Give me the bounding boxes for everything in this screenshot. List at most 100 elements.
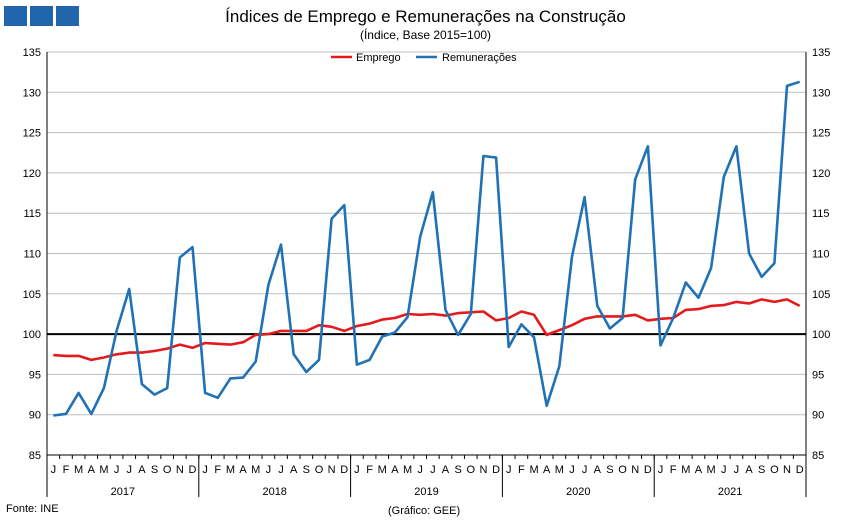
logo-square [56,6,79,26]
x-tick-label-month: A [442,464,450,476]
x-tick-label-year: 2017 [111,486,135,498]
axes [46,52,807,497]
x-tick-label-month: J [114,464,120,476]
x-tick-label-month: J [582,464,588,476]
x-tick-label-month: M [403,464,412,476]
y-tick-label-right: 100 [812,329,830,341]
x-tick-label-year: 2019 [414,486,438,498]
x-tick-label-month: A [138,464,146,476]
x-tick-label-month: O [770,464,779,476]
x-tick-label-month: O [315,464,324,476]
x-tick-label-month: A [239,464,247,476]
x-tick-label-month: D [796,464,804,476]
logo-square [30,6,53,26]
y-tick-label-right: 90 [812,410,824,422]
x-tick-label-month: A [391,464,399,476]
x-tick-label-month: M [74,464,83,476]
x-tick-label-month: J [354,464,360,476]
y-tick-label-right: 110 [812,249,830,261]
x-tick-label-month: F [214,464,221,476]
x-tick-label-month: M [378,464,387,476]
x-tick-label-month: D [340,464,348,476]
x-tick-label-month: O [618,464,627,476]
x-tick-label-month: N [328,464,336,476]
x-tick-label-month: J [278,464,284,476]
y-tick-label-right: 115 [812,208,830,220]
x-tick-label-month: A [594,464,602,476]
x-tick-label-month: J [51,464,57,476]
x-tick-label-month: D [644,464,652,476]
y-tick-label-left: 110 [23,249,41,261]
y-tick-label-left: 95 [29,369,41,381]
x-tick-label-month: M [251,464,260,476]
x-tick-label-month: J [734,464,740,476]
x-tick-label-month: A [290,464,298,476]
x-tick-label-month: M [555,464,564,476]
gee-logo [4,6,79,26]
chart-subtitle: (Índice, Base 2015=100) [359,28,492,42]
emprego-line [53,298,801,362]
x-tick-label-month: J [266,464,272,476]
y-tick-label-left: 105 [23,289,41,301]
x-tick-label-month: S [758,464,765,476]
remuneracoes-line [53,80,801,417]
y-tick-label-right: 120 [812,168,830,180]
x-tick-label-month: D [492,464,500,476]
x-tick-label-month: M [681,464,690,476]
x-tick-label-month: N [176,464,184,476]
x-tick-label-month: A [745,464,753,476]
logo-square [4,6,27,26]
y-tick-label-right: 85 [812,450,824,462]
chart-title: Índices de Emprego e Remunerações na Con… [225,7,626,26]
chart-credit: (Gráfico: GEE) [388,505,461,517]
x-tick-label-month: F [366,464,373,476]
x-tick-label-month: F [63,464,70,476]
x-tick-label-month: J [430,464,436,476]
x-tick-label-month: J [202,464,208,476]
x-tick-label-month: M [707,464,716,476]
x-tick-label-month: O [466,464,475,476]
x-tick-label-year: 2020 [566,486,590,498]
x-tick-label-month: A [543,464,551,476]
x-tick-label-month: J [658,464,664,476]
x-tick-label-month: F [518,464,525,476]
x-tick-label-month: J [417,464,423,476]
gridlines [47,51,806,456]
legend-remuneracoes-label: Remunerações [442,52,517,64]
x-tick-label-month: J [569,464,575,476]
y-tick-label-left: 120 [23,168,41,180]
legend-emprego-label: Emprego [356,52,401,64]
x-tick-label-month: J [721,464,727,476]
x-tick-label-month: N [783,464,791,476]
x-tick-label-month: O [163,464,172,476]
x-tick-label-year: 2018 [262,486,286,498]
x-tick-label-month: N [479,464,487,476]
x-tick-label-month: S [606,464,613,476]
x-tick-label-month: J [506,464,512,476]
y-tick-label-left: 125 [23,128,41,140]
source-note: Fonte: INE [6,503,59,515]
x-tick-label-month: S [303,464,310,476]
x-tick-label-month: F [670,464,677,476]
x-tick-label-month: S [454,464,461,476]
x-tick-label-month: J [126,464,132,476]
x-tick-label-month: M [99,464,108,476]
y-tick-label-left: 90 [29,410,41,422]
y-tick-label-right: 135 [812,47,830,59]
y-tick-label-left: 130 [23,87,41,99]
y-tick-label-right: 105 [812,289,830,301]
y-tick-label-left: 85 [29,450,41,462]
series-lines [53,80,801,417]
x-tick-label-month: M [529,464,538,476]
x-tick-label-month: A [88,464,96,476]
y-tick-label-left: 115 [23,208,41,220]
y-tick-label-right: 130 [812,87,830,99]
legend: Emprego Remunerações [331,52,517,64]
x-tick-label-month: A [695,464,703,476]
x-tick-label-month: N [631,464,639,476]
y-tick-label-left: 100 [23,329,41,341]
x-tick-label-month: S [151,464,158,476]
x-tick-label-month: D [188,464,196,476]
